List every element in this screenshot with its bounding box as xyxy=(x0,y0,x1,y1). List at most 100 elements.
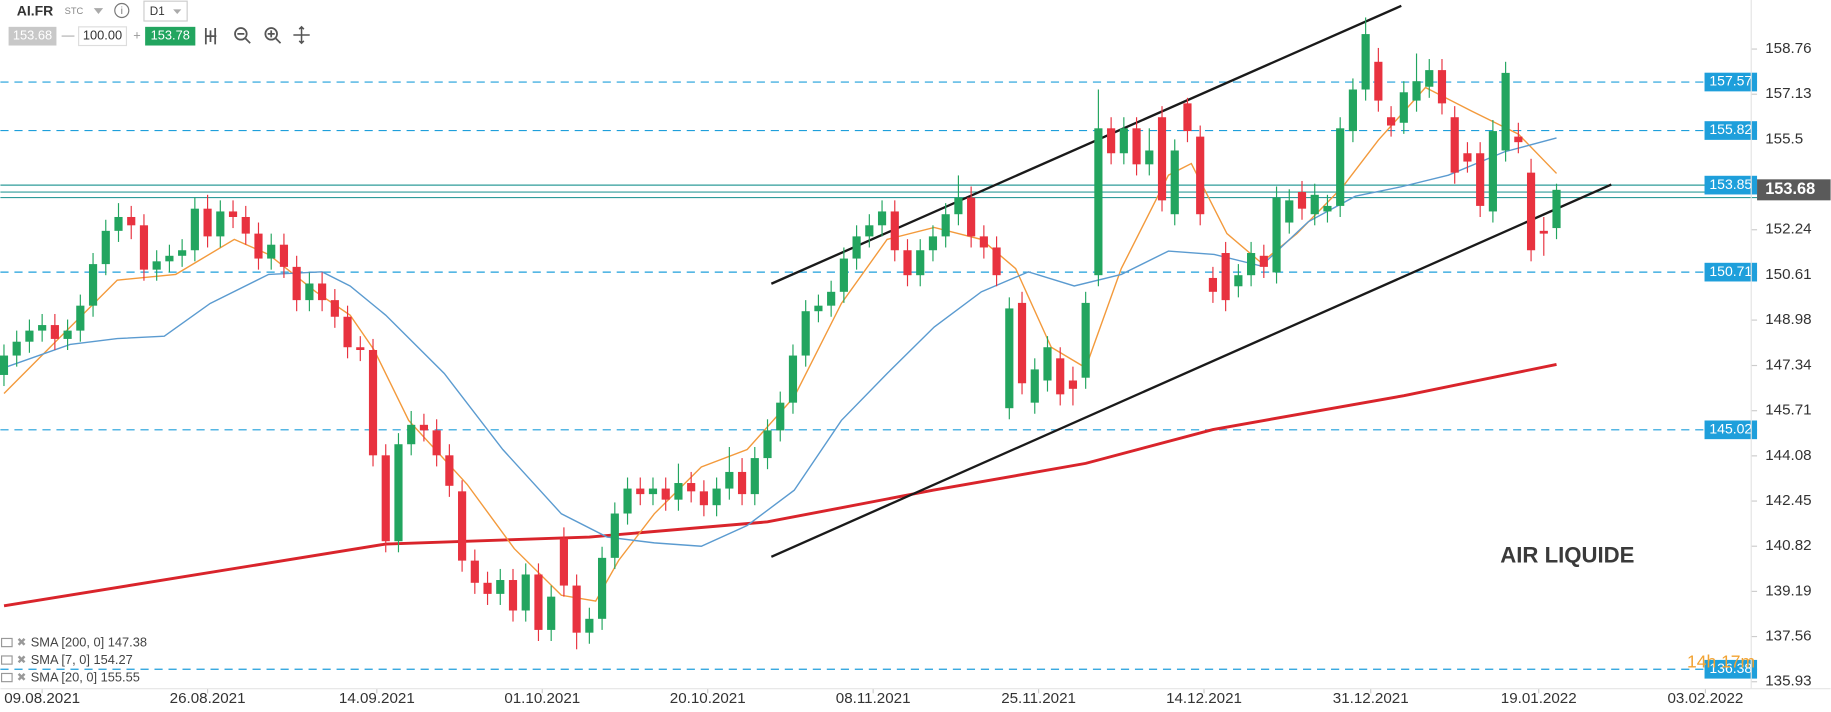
candle-body xyxy=(1348,89,1357,132)
level-label-box xyxy=(1704,72,1758,92)
y-tick-label: 157.13 xyxy=(1765,85,1811,102)
candle-body xyxy=(572,585,581,633)
candle-body xyxy=(521,574,530,611)
x-tick-label: 03.02.2022 xyxy=(1667,690,1743,707)
symbol[interactable]: AI.FR xyxy=(17,2,54,18)
y-tick-label: 135.93 xyxy=(1765,673,1811,690)
market: STC xyxy=(65,6,84,16)
candle-body xyxy=(1336,128,1345,206)
zoom-out-glyph xyxy=(237,32,251,44)
candle-body xyxy=(101,230,110,265)
candle-body xyxy=(827,291,836,306)
candle-body xyxy=(916,250,925,276)
level-label: 153.85 xyxy=(1709,176,1752,192)
candle-body xyxy=(865,225,874,237)
candle-body xyxy=(1272,197,1281,273)
candle-body xyxy=(330,300,339,317)
candle-body xyxy=(445,455,454,486)
candle-body xyxy=(432,430,441,456)
minus[interactable]: — xyxy=(62,28,75,43)
info-icon[interactable] xyxy=(114,2,130,19)
candle-body xyxy=(750,458,759,495)
candle-body xyxy=(165,255,174,262)
candle-body xyxy=(1043,347,1052,381)
y-tick-label: 147.34 xyxy=(1765,357,1811,374)
candle-body xyxy=(1297,192,1307,209)
candle-body xyxy=(496,580,505,594)
level-label: 150.71 xyxy=(1709,263,1752,279)
candle-body xyxy=(1539,230,1548,234)
plus[interactable]: + xyxy=(133,28,141,43)
candle-body xyxy=(203,208,212,237)
y-tick-label: 139.19 xyxy=(1765,582,1811,599)
timeframe: D1 xyxy=(150,5,165,18)
candle-body xyxy=(1501,72,1510,151)
candle-body xyxy=(508,580,518,611)
candle-body xyxy=(1196,136,1205,215)
candle-body xyxy=(1450,117,1459,173)
bid-box[interactable] xyxy=(8,26,57,46)
ask-box[interactable] xyxy=(145,26,196,46)
pan-icon[interactable] xyxy=(293,25,310,45)
chart-type-icon[interactable] xyxy=(204,28,217,45)
candle-body xyxy=(381,455,390,542)
candle-body xyxy=(356,347,365,351)
candle-body xyxy=(1361,34,1370,90)
candle-body xyxy=(903,250,912,276)
zoom-out-icon[interactable] xyxy=(234,27,248,41)
legend-close: ✖ xyxy=(17,654,27,667)
candle-body xyxy=(63,330,72,339)
trend-line xyxy=(770,4,1402,285)
x-tick-label: 01.10.2021 xyxy=(504,690,580,707)
legend-icon xyxy=(0,672,13,683)
legend-icon xyxy=(0,637,13,648)
legend-close: ✖ xyxy=(17,636,27,649)
candle-body xyxy=(954,197,963,215)
level-label: 155.82 xyxy=(1709,121,1752,137)
level-label-box xyxy=(1704,175,1758,195)
candle-body xyxy=(890,211,899,251)
x-tick-label: 20.10.2021 xyxy=(670,690,746,707)
timeframe-box[interactable] xyxy=(143,0,188,22)
candle-body xyxy=(1081,302,1090,378)
volume-box[interactable] xyxy=(78,26,128,47)
legend-label: SMA [20, 0] 155.55 xyxy=(31,670,140,685)
candle-body xyxy=(979,236,988,248)
sma-line xyxy=(3,137,1557,547)
candle-body xyxy=(776,402,785,431)
x-tick-label: 09.08.2021 xyxy=(4,690,80,707)
dropdown-arrow[interactable] xyxy=(93,8,104,15)
level-label-box xyxy=(1704,659,1758,679)
zoom-in-glyph xyxy=(267,30,282,44)
candle-body xyxy=(1259,255,1268,267)
candle-body xyxy=(88,264,98,306)
candle-body xyxy=(1463,153,1472,162)
y-tick-label: 144.08 xyxy=(1765,447,1811,464)
candle-body xyxy=(1005,308,1014,409)
trend-line xyxy=(770,183,1612,558)
candle-body xyxy=(1119,128,1128,154)
legend-label: SMA [200, 0] 147.38 xyxy=(31,635,147,650)
candle-body xyxy=(470,560,479,583)
candle-body xyxy=(0,355,9,375)
candle-body xyxy=(1183,103,1192,132)
candle-body xyxy=(597,557,607,619)
candle-body xyxy=(1234,275,1243,287)
candle-body xyxy=(1374,61,1383,101)
y-tick-label: 140.82 xyxy=(1765,537,1811,554)
candle-body xyxy=(1412,81,1421,101)
x-tick-label: 14.12.2021 xyxy=(1166,690,1242,707)
y-tick-label: 152.24 xyxy=(1765,221,1811,238)
countdown: 14h 17m xyxy=(1687,652,1755,672)
candle-body xyxy=(814,305,823,312)
zoom-in-icon[interactable] xyxy=(264,27,278,41)
candle-body xyxy=(1157,117,1167,201)
candle-body xyxy=(1425,70,1434,87)
candle-body xyxy=(305,283,314,301)
candle-body xyxy=(139,225,149,270)
legend-icon xyxy=(0,655,13,665)
candle-body xyxy=(1208,277,1218,292)
